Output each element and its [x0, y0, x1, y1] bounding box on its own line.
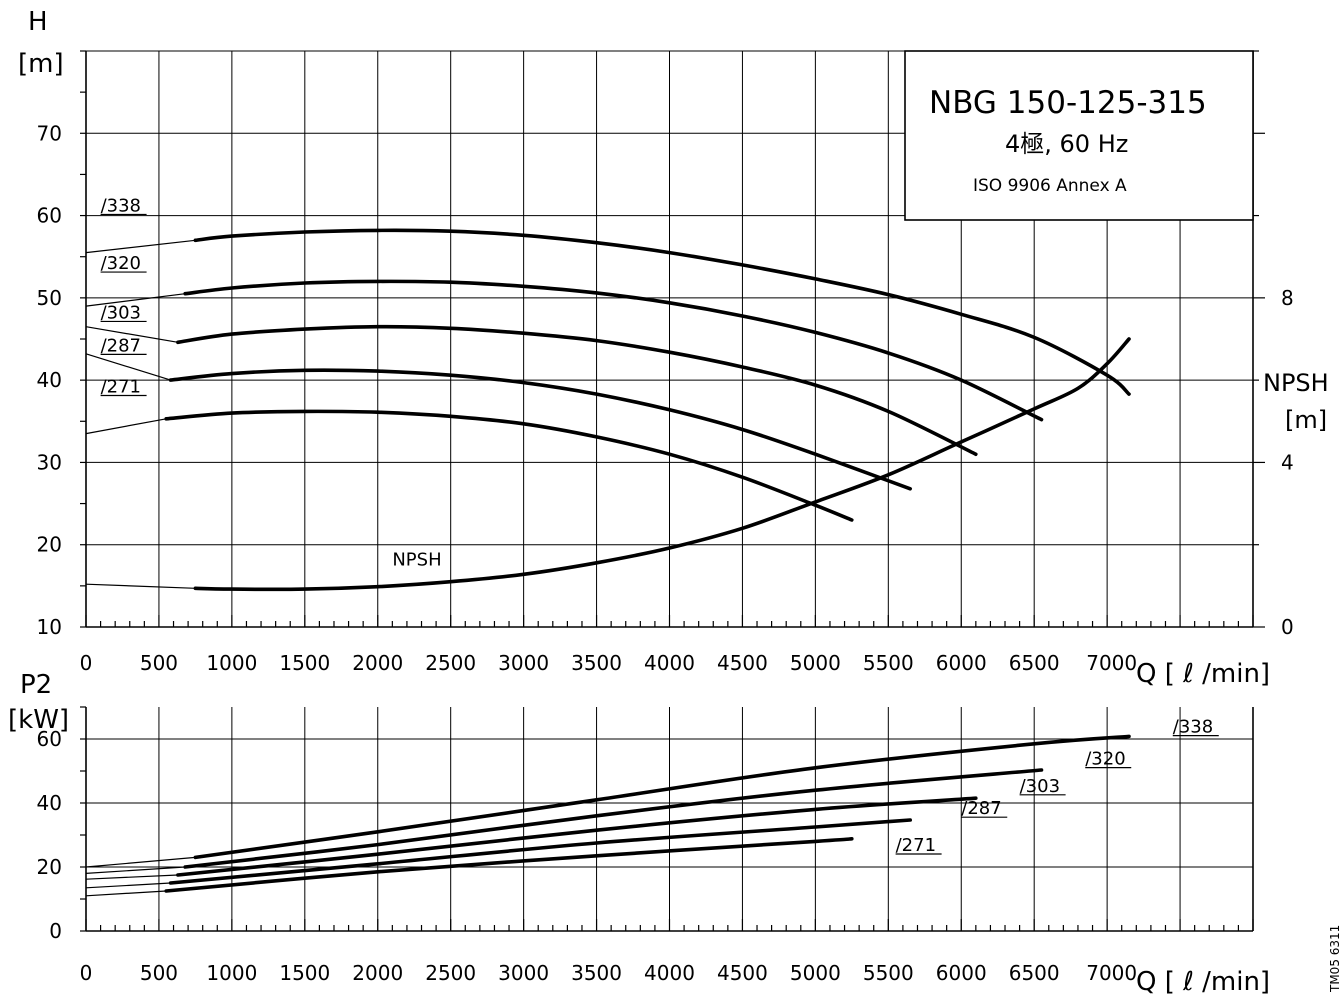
npsh-axis-title: NPSH [1263, 369, 1329, 397]
pump-model-title: NBG 150-125-315 [929, 85, 1207, 121]
head-x-tick-label: 5500 [863, 651, 914, 675]
head-curve-320 [183, 279, 1044, 422]
power-x-tick-label: 2500 [425, 961, 476, 985]
title-box-frame [904, 50, 1254, 221]
head-y-tick-label: 10 [37, 615, 62, 639]
head-x-tick-label: 4000 [644, 651, 695, 675]
head-curve-npsh-extension [85, 583, 196, 589]
head-chart-curves [85, 228, 1131, 592]
power-curve-320-label: /320 [1085, 749, 1125, 770]
document-code: TM05 6311 [1328, 925, 1342, 993]
power-x-tick-label: 5500 [863, 961, 914, 985]
head-curve-287-extension [85, 353, 171, 381]
head-curve-271-label: /271 [101, 376, 141, 397]
head-curve-338-extension [85, 239, 196, 254]
power-curve-287-label: /287 [961, 798, 1001, 819]
head-x-tick-label: 1500 [279, 651, 330, 675]
power-y-tick-label: 20 [37, 855, 62, 879]
power-x-tick-label: 7000 [1086, 961, 1137, 985]
power-curve-287-extension [85, 882, 171, 889]
power-curve-271-extension [85, 890, 167, 897]
head-x-tick-label: 3500 [571, 651, 622, 675]
power-curve-271-label: /271 [896, 835, 936, 856]
power-y-tick-label: 40 [37, 791, 62, 815]
power-curve-320-extension [85, 866, 186, 874]
power-x-tick-label: 5000 [790, 961, 841, 985]
head-x-tick-label: 7000 [1086, 651, 1137, 675]
power-y-tick-label: 60 [37, 727, 62, 751]
power-x-tick-label: 4500 [717, 961, 768, 985]
power-x-tick-label: 2000 [352, 961, 403, 985]
head-x-axis-title: Q [ ℓ /min] [1136, 659, 1270, 689]
head-x-tick-label: 2500 [425, 651, 476, 675]
head-axis-title: H [28, 7, 48, 37]
head-y-tick-label: 50 [37, 286, 62, 310]
npsh-axis-tick-label: 8 [1281, 286, 1294, 310]
power-x-tick-label: 4000 [644, 961, 695, 985]
power-curve-303 [176, 796, 978, 877]
head-curve-npsh [193, 337, 1131, 592]
npsh-axis-tick-label: 4 [1281, 450, 1294, 474]
title-box: NBG 150-125-315 4極, 60 Hz ISO 9906 Annex… [904, 50, 1254, 221]
power-x-tick-label: 6500 [1009, 961, 1060, 985]
head-x-tick-label: 6500 [1009, 651, 1060, 675]
head-x-tick-label: 4500 [717, 651, 768, 675]
test-standard: ISO 9906 Annex A [973, 176, 1127, 196]
power-curve-338-label: /338 [1173, 717, 1213, 738]
head-curve-303-extension [85, 326, 179, 343]
head-axis-unit: [m] [18, 49, 64, 79]
head-x-tick-label: 500 [140, 651, 178, 675]
head-y-tick-label: 70 [37, 121, 62, 145]
head-y-tick-label: 60 [37, 204, 62, 228]
pump-subtitle: 4極, 60 Hz [1005, 130, 1128, 158]
power-curve-303-label: /303 [1020, 776, 1060, 797]
head-x-tick-label: 0 [80, 651, 93, 675]
head-x-tick-label: 3000 [498, 651, 549, 675]
power-x-tick-label: 3000 [498, 961, 549, 985]
power-y-tick-label: 0 [49, 919, 62, 943]
power-curve-338 [193, 734, 1131, 860]
npsh-axis-tick-label: 0 [1281, 615, 1294, 639]
power-curve-287 [168, 818, 912, 885]
head-curve-npsh-label: NPSH [392, 549, 441, 570]
head-x-tick-label: 6000 [936, 651, 987, 675]
power-axis-title: P2 [20, 670, 52, 700]
head-curve-287-label: /287 [101, 335, 141, 356]
head-curve-320-extension [85, 293, 186, 307]
head-curve-287 [168, 368, 912, 491]
head-y-tick-label: 20 [37, 533, 62, 557]
power-x-tick-label: 500 [140, 961, 178, 985]
head-curve-338 [193, 228, 1131, 396]
head-x-tick-label: 2000 [352, 651, 403, 675]
power-curve-338-extension [85, 856, 196, 868]
power-x-tick-label: 3500 [571, 961, 622, 985]
npsh-axis-unit: [m] [1285, 406, 1327, 434]
head-y-tick-label: 40 [37, 368, 62, 392]
power-curve-320 [183, 768, 1044, 869]
head-curve-303 [176, 324, 978, 456]
power-curve-271 [164, 837, 854, 893]
power-x-tick-label: 6000 [936, 961, 987, 985]
power-x-tick-label: 1000 [206, 961, 257, 985]
chart-labels: 0 500 1000 1500 2000 2500 3000 3500 4000 4500 5000… [37, 121, 1294, 985]
head-curve-271-extension [85, 418, 167, 435]
head-curve-320-label: /320 [101, 253, 141, 274]
power-chart-curves [85, 734, 1131, 897]
power-x-tick-label: 0 [80, 961, 93, 985]
power-x-tick-label: 1500 [279, 961, 330, 985]
head-x-tick-label: 1000 [206, 651, 257, 675]
head-curve-271 [164, 409, 854, 522]
head-curve-303-label: /303 [101, 302, 141, 323]
power-curve-303-extension [85, 874, 178, 880]
power-x-axis-title: Q [ ℓ /min] [1136, 967, 1270, 996]
head-curve-338-label: /338 [101, 195, 141, 216]
power-chart-grid [80, 706, 1254, 932]
head-x-tick-label: 5000 [790, 651, 841, 675]
power-axis-unit: [kW] [8, 705, 69, 735]
head-y-tick-label: 30 [37, 450, 62, 474]
